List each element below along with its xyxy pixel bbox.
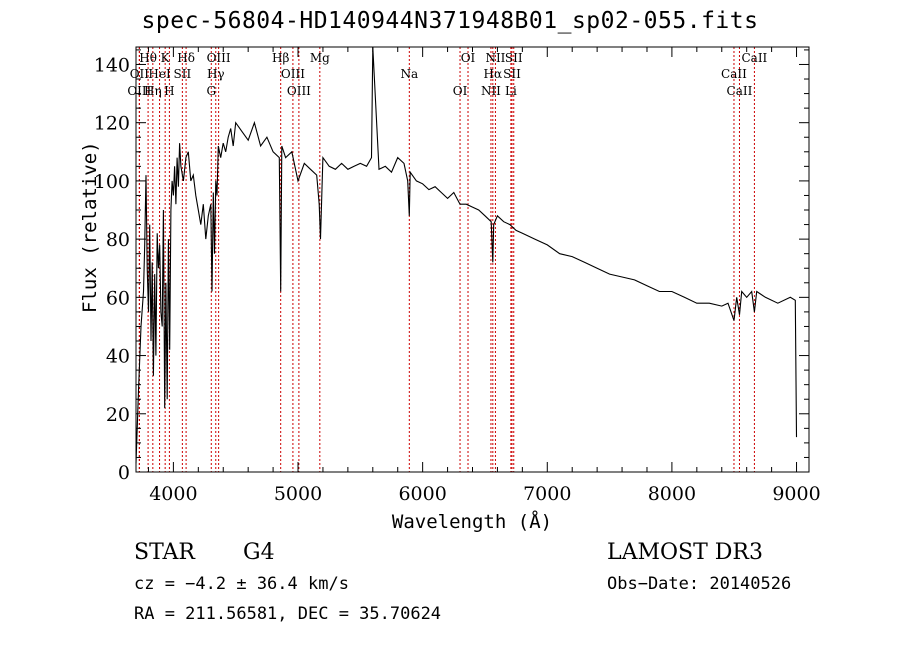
spectral-line-label: HeI (148, 67, 171, 81)
spectral-line-label: Na (400, 67, 418, 81)
y-axis-label: Flux (relative) (79, 141, 101, 313)
y-tick-label: 60 (106, 287, 130, 309)
redshift-readout: cz = −4.2 ± 36.4 km/s (134, 574, 349, 594)
spectrum-line (135, 46, 798, 464)
spectral-line-label: Hη (144, 84, 162, 98)
spectral-line-label: OI (453, 84, 468, 98)
x-tick-label: 7000 (523, 483, 571, 505)
spectral-line-label: OIII (207, 51, 231, 65)
x-tick-label: 9000 (772, 483, 820, 505)
spectral-line-label: SII (505, 51, 523, 65)
spectral-line-label: OIII (281, 67, 305, 81)
spectral-line-label: Hα (484, 67, 503, 81)
spectral-line-label: SII (503, 67, 521, 81)
y-tick-label: 80 (106, 229, 130, 251)
x-tick-label: 8000 (648, 483, 696, 505)
spectral-line-label: H (164, 84, 174, 98)
object-class: STAR (134, 540, 195, 565)
spectral-line-label: Hδ (177, 51, 195, 65)
spectral-line-label: OII (130, 67, 150, 81)
x-tick-label: 5000 (274, 483, 322, 505)
spectral-line-label: NII (485, 51, 505, 65)
spectral-line-label: Hβ (272, 51, 289, 65)
spectral-line-label: OI (461, 51, 476, 65)
spectral-line-label: Mg (310, 51, 330, 65)
y-tick-label: 100 (94, 171, 130, 193)
spectral-line-label: Li (505, 84, 517, 98)
plot-frame (135, 46, 810, 473)
spectral-line-label: G (206, 84, 216, 98)
y-tick-label: 40 (106, 346, 130, 368)
spectral-line-label: CaII (721, 67, 747, 81)
spectral-line-label: OIII (287, 84, 311, 98)
x-axis-label: Wavelength (Å) (391, 511, 553, 533)
survey-name: LAMOST DR3 (607, 540, 763, 565)
coordinates: RA = 211.56581, DEC = 35.70624 (134, 604, 442, 624)
spectral-line-label: CaII (727, 84, 753, 98)
y-tick-label: 20 (106, 404, 130, 426)
chart-title: spec-56804-HD140944N371948B01_sp02-055.f… (141, 8, 759, 34)
spectral-line-label: NII (481, 84, 501, 98)
spectral-line-label: CaII (741, 51, 767, 65)
y-tick-label: 120 (94, 113, 130, 135)
spectral-line-label: K (161, 51, 171, 65)
y-tick-label: 0 (118, 462, 130, 484)
x-tick-label: 6000 (398, 483, 446, 505)
object-subclass: G4 (243, 540, 275, 565)
spectral-line-label: OIII (127, 84, 151, 98)
spectral-line-label: Hγ (207, 67, 225, 81)
spectral-line-label: SII (174, 67, 192, 81)
x-tick-label: 4000 (149, 483, 197, 505)
y-tick-label: 140 (94, 54, 130, 76)
obs-date: Obs−Date: 20140526 (607, 574, 792, 594)
spectral-line-label: Hθ (139, 51, 157, 65)
